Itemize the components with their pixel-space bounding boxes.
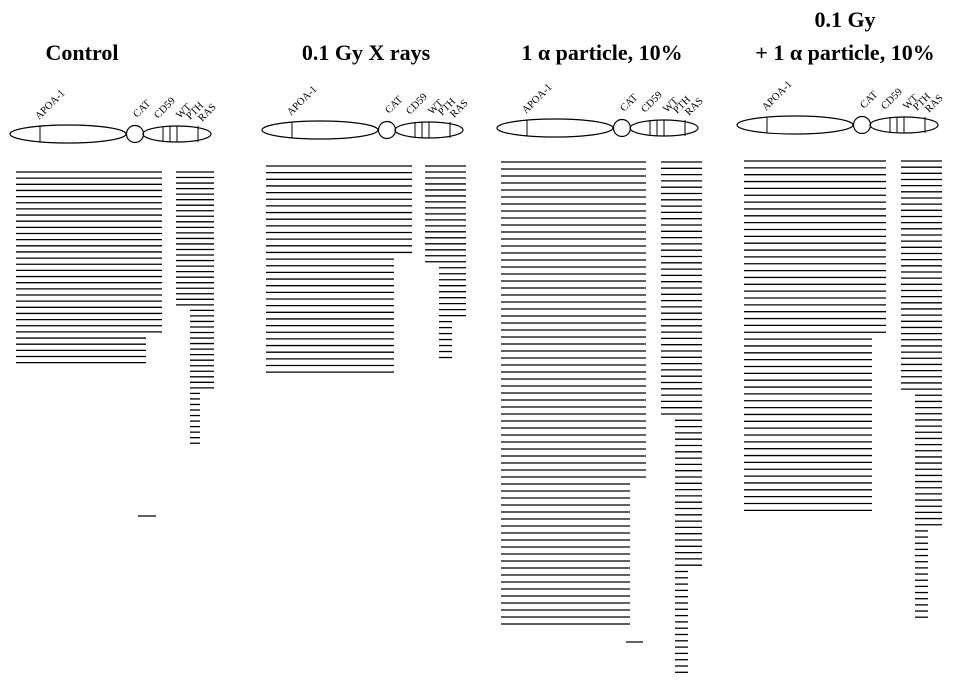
gene-label: CAT: [131, 98, 153, 120]
gene-label: CD59: [404, 92, 430, 118]
panel-title: 0.1 Gy X rays: [302, 40, 431, 65]
deletion-rows: [744, 160, 942, 618]
centromere: [612, 118, 632, 138]
gene-label: CAT: [618, 92, 640, 114]
gene-label: CD59: [152, 96, 178, 122]
panel-title: 1 α particle, 10%: [521, 40, 682, 65]
gene-label: APOA-1: [33, 88, 67, 122]
gene-label: APOA-1: [520, 82, 554, 116]
deletion-rows: [16, 171, 214, 517]
short-arm: [496, 118, 614, 138]
centromere: [852, 115, 872, 135]
gene-label: CAT: [858, 89, 880, 111]
gene-label: CAT: [383, 94, 405, 116]
centromere: [377, 120, 397, 140]
short-arm: [261, 120, 379, 140]
panel-title: Control: [46, 40, 119, 65]
gene-label: APOA-1: [760, 79, 794, 113]
short-arm: [736, 115, 854, 135]
gene-label: CD59: [879, 87, 905, 113]
panel-title: 0.1 Gy: [814, 7, 875, 32]
panel-title: + 1 α particle, 10%: [755, 40, 934, 65]
short-arm: [9, 124, 127, 144]
panel-combined: 0.1 Gy+ 1 α particle, 10%APOA-1 CAT CD59WT…: [736, 7, 946, 618]
centromere: [125, 124, 145, 144]
gene-label: CD59: [639, 90, 665, 116]
deletion-rows: [501, 161, 702, 673]
gene-label: APOA-1: [285, 84, 319, 118]
deletion-rows: [266, 165, 466, 373]
